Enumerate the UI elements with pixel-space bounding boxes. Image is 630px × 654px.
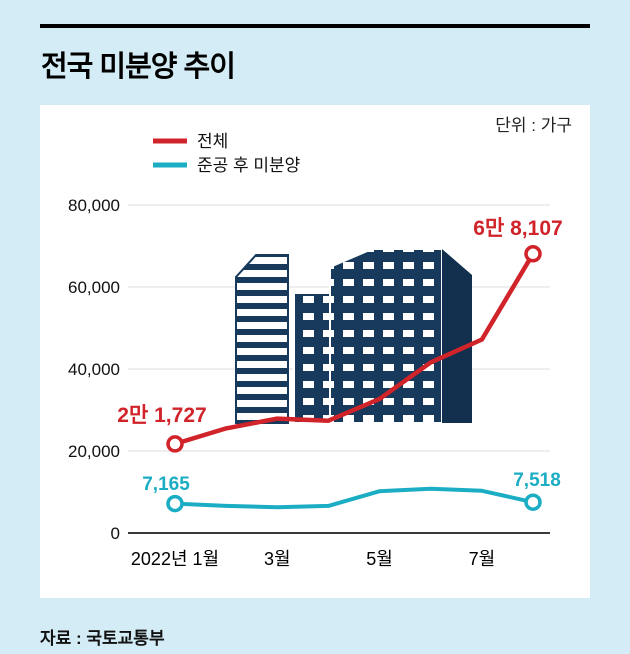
legend: 전체 준공 후 미분양 bbox=[153, 132, 300, 175]
data-point-marker bbox=[524, 245, 542, 263]
x-tick-label: 7월 bbox=[469, 549, 496, 569]
building-striped-tower bbox=[235, 254, 289, 424]
series-endpoint-markers bbox=[166, 245, 542, 513]
legend-total-label: 전체 bbox=[197, 132, 228, 151]
completed-end-value-label: 7,518 bbox=[513, 470, 561, 491]
y-tick-label: 60,000 bbox=[68, 278, 120, 297]
y-tick-label: 80,000 bbox=[68, 196, 120, 215]
building-large-tower bbox=[329, 248, 443, 424]
x-tick-label: 2022년 1월 bbox=[131, 549, 219, 569]
y-tick-label: 40,000 bbox=[68, 360, 120, 379]
source-caption: 자료 : 국토교통부 bbox=[40, 629, 165, 648]
total-series-line bbox=[172, 251, 536, 447]
x-tick-label: 5월 bbox=[366, 549, 393, 569]
building-solid-wing bbox=[442, 249, 472, 423]
line-chart: 단위 : 가구 전체 준공 후 미분양 80,000 60,000 40,0 bbox=[68, 116, 572, 569]
page-title: 전국 미분양 추이 bbox=[41, 51, 236, 83]
buildings-illustration bbox=[235, 248, 472, 424]
completed-start-value-label: 7,165 bbox=[142, 474, 190, 495]
total-start-value-label: 2만 1,727 bbox=[117, 404, 206, 427]
data-point-marker bbox=[166, 494, 184, 513]
y-tick-label: 0 bbox=[111, 524, 120, 543]
article-graphic: 전국 미분양 추이 단위 : 가구 전체 준공 후 미분양 bbox=[40, 24, 590, 649]
data-point-marker bbox=[166, 435, 184, 453]
y-tick-label: 20,000 bbox=[68, 442, 120, 461]
total-end-value-label: 6만 8,107 bbox=[473, 217, 562, 240]
unit-label: 단위 : 가구 bbox=[495, 116, 572, 135]
y-axis-labels: 80,000 60,000 40,000 20,000 0 bbox=[68, 196, 120, 543]
data-point-marker bbox=[524, 493, 542, 511]
completed-unsold-series-line bbox=[173, 486, 535, 510]
chart-card: 단위 : 가구 전체 준공 후 미분양 80,000 60,000 40,0 bbox=[40, 105, 590, 598]
x-axis-labels: 2022년 1월 3월 5월 7월 bbox=[131, 549, 495, 569]
title-rule bbox=[40, 24, 590, 28]
x-tick-label: 3월 bbox=[264, 549, 291, 569]
legend-completed-label: 준공 후 미분양 bbox=[197, 156, 300, 175]
